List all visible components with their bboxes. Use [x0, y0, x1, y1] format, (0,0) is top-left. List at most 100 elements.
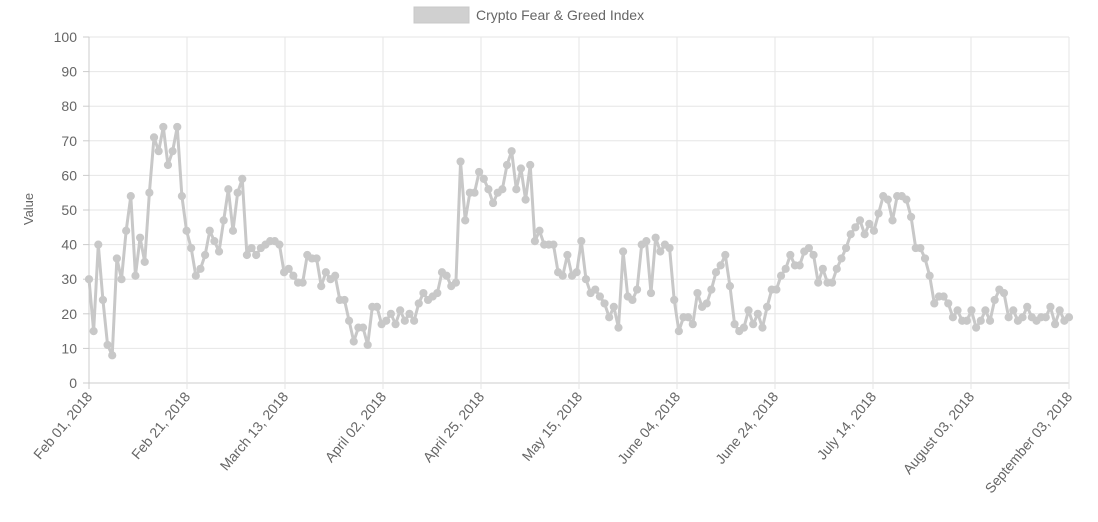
- data-point[interactable]: [749, 320, 758, 329]
- data-point[interactable]: [619, 247, 628, 256]
- data-point[interactable]: [902, 195, 911, 204]
- data-point[interactable]: [605, 313, 614, 322]
- data-point[interactable]: [642, 237, 651, 246]
- data-point[interactable]: [238, 174, 247, 183]
- data-point[interactable]: [1004, 313, 1013, 322]
- data-point[interactable]: [711, 268, 721, 277]
- data-point[interactable]: [804, 243, 814, 253]
- data-point[interactable]: [976, 316, 985, 325]
- data-point[interactable]: [479, 174, 488, 183]
- data-point[interactable]: [990, 295, 999, 305]
- data-point[interactable]: [521, 195, 530, 204]
- data-point[interactable]: [786, 250, 795, 260]
- data-point[interactable]: [781, 264, 790, 273]
- legend[interactable]: Crypto Fear & Greed Index: [413, 6, 644, 24]
- data-point[interactable]: [159, 122, 168, 132]
- data-point[interactable]: [702, 299, 711, 308]
- data-point[interactable]: [916, 243, 925, 253]
- data-point[interactable]: [763, 302, 772, 311]
- data-point[interactable]: [939, 292, 948, 301]
- data-point[interactable]: [126, 192, 135, 201]
- data-point[interactable]: [242, 250, 252, 260]
- data-point[interactable]: [855, 216, 865, 225]
- data-point[interactable]: [772, 285, 781, 294]
- data-point[interactable]: [456, 157, 465, 166]
- data-point[interactable]: [962, 316, 971, 325]
- data-point[interactable]: [205, 226, 214, 235]
- data-point[interactable]: [841, 243, 851, 253]
- data-point[interactable]: [981, 306, 990, 315]
- data-point[interactable]: [154, 147, 163, 156]
- data-point[interactable]: [358, 323, 368, 332]
- data-point[interactable]: [999, 288, 1009, 298]
- data-point[interactable]: [948, 313, 957, 322]
- data-point[interactable]: [739, 323, 748, 332]
- data-point[interactable]: [103, 340, 112, 350]
- data-point[interactable]: [967, 306, 976, 315]
- data-point[interactable]: [163, 160, 173, 170]
- data-point[interactable]: [461, 216, 470, 225]
- data-point[interactable]: [112, 254, 121, 263]
- data-point[interactable]: [684, 313, 693, 322]
- data-point[interactable]: [149, 133, 159, 142]
- data-point[interactable]: [1055, 306, 1064, 315]
- data-point[interactable]: [860, 230, 869, 239]
- data-point[interactable]: [809, 250, 818, 260]
- data-point[interactable]: [312, 254, 321, 263]
- data-point[interactable]: [851, 223, 860, 232]
- data-point[interactable]: [674, 327, 683, 336]
- data-point[interactable]: [173, 122, 182, 132]
- data-point[interactable]: [135, 233, 145, 242]
- data-point[interactable]: [488, 198, 498, 208]
- data-point[interactable]: [210, 237, 219, 246]
- data-point[interactable]: [693, 288, 702, 298]
- data-point[interactable]: [391, 320, 400, 329]
- data-point[interactable]: [224, 185, 233, 194]
- data-point[interactable]: [275, 240, 284, 249]
- data-point[interactable]: [386, 309, 395, 318]
- data-point[interactable]: [84, 275, 94, 284]
- data-point[interactable]: [888, 216, 897, 225]
- data-point[interactable]: [1046, 302, 1055, 311]
- data-point[interactable]: [187, 243, 196, 253]
- data-point[interactable]: [117, 275, 126, 284]
- data-point[interactable]: [846, 230, 855, 239]
- data-point[interactable]: [108, 351, 117, 360]
- data-point[interactable]: [632, 285, 642, 294]
- data-point[interactable]: [228, 226, 238, 235]
- data-point[interactable]: [526, 160, 535, 170]
- data-point[interactable]: [410, 316, 419, 325]
- data-point[interactable]: [470, 188, 479, 197]
- data-point[interactable]: [744, 306, 753, 315]
- data-point[interactable]: [828, 278, 837, 287]
- data-point[interactable]: [628, 295, 637, 305]
- data-point[interactable]: [433, 288, 442, 298]
- data-point[interactable]: [874, 209, 883, 218]
- data-point[interactable]: [140, 257, 149, 266]
- data-point[interactable]: [906, 212, 916, 222]
- data-point[interactable]: [953, 306, 962, 315]
- data-point[interactable]: [298, 278, 307, 287]
- data-point[interactable]: [883, 195, 892, 204]
- data-point[interactable]: [498, 185, 507, 194]
- data-point[interactable]: [814, 278, 823, 287]
- data-point[interactable]: [707, 285, 716, 294]
- data-point[interactable]: [145, 188, 154, 197]
- data-point[interactable]: [396, 306, 405, 315]
- data-point[interactable]: [1064, 313, 1074, 322]
- data-point[interactable]: [972, 323, 981, 332]
- data-point[interactable]: [925, 271, 934, 280]
- data-point[interactable]: [558, 271, 567, 280]
- data-point[interactable]: [758, 323, 767, 332]
- data-point[interactable]: [331, 271, 340, 280]
- data-point[interactable]: [1023, 302, 1032, 311]
- data-point[interactable]: [725, 282, 735, 291]
- data-point[interactable]: [89, 327, 98, 336]
- data-point[interactable]: [549, 240, 558, 249]
- data-point[interactable]: [688, 320, 697, 329]
- data-point[interactable]: [512, 185, 521, 194]
- data-point[interactable]: [442, 271, 451, 280]
- data-point[interactable]: [214, 247, 224, 256]
- data-point[interactable]: [1018, 313, 1027, 322]
- data-point[interactable]: [516, 164, 526, 173]
